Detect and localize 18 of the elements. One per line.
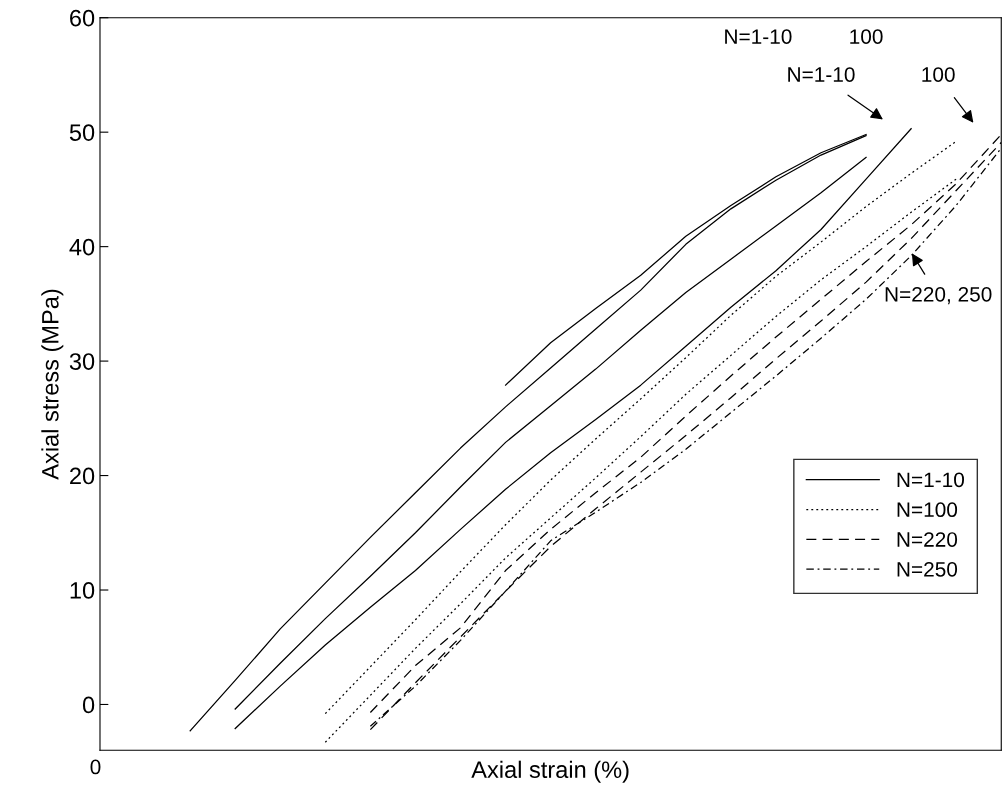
annotation: N=1-10 bbox=[788, 67, 855, 82]
annotation: 100 bbox=[850, 29, 883, 44]
x-axis-title: Axial strain (%) bbox=[471, 760, 629, 783]
legend-label: N=1-10 bbox=[897, 472, 965, 488]
y-tick-label: 10 bbox=[70, 582, 95, 599]
legend-label: N=250 bbox=[897, 561, 958, 577]
y-tick-label: 60 bbox=[70, 9, 95, 27]
annotation: N=1-10 bbox=[725, 29, 792, 44]
y-tick-label: 30 bbox=[69, 353, 95, 370]
annotation: 100 bbox=[922, 67, 955, 82]
legend-label: N=220 bbox=[897, 532, 958, 547]
y-tick-label: 20 bbox=[70, 467, 95, 485]
y-tick-label: 40 bbox=[69, 238, 95, 256]
annotation: N=220, 250 bbox=[885, 286, 992, 305]
y-axis-title: Axial stress (MPa) bbox=[41, 289, 64, 480]
y-tick-label: 50 bbox=[69, 124, 95, 141]
legend-label: N=100 bbox=[897, 502, 958, 518]
y-tick-label: 0 bbox=[82, 696, 95, 714]
